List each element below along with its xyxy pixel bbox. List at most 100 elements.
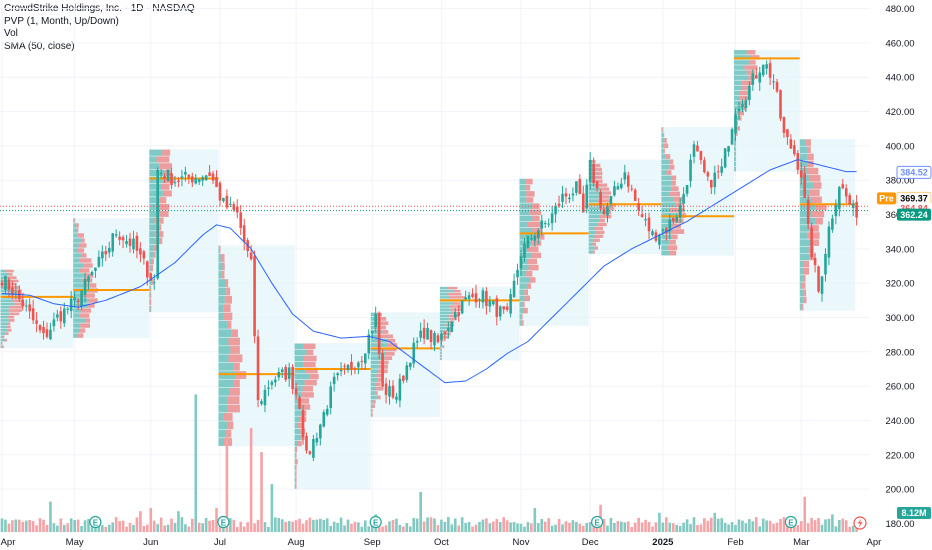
candle <box>208 165 211 177</box>
profile-down-row <box>734 141 737 146</box>
volume-bar <box>114 517 118 532</box>
volume-bar <box>132 524 135 532</box>
volume-bar <box>516 523 519 532</box>
candle-body <box>80 290 83 307</box>
volume-bar <box>388 521 391 532</box>
time-tick-label: Dec <box>582 537 599 548</box>
profile-up-row <box>799 282 802 289</box>
candle <box>450 320 454 333</box>
candle-body <box>827 226 831 258</box>
candle <box>218 181 222 207</box>
profile-down-row <box>295 483 297 489</box>
volume-bar <box>367 526 371 532</box>
profile-down-row <box>441 351 442 354</box>
profile-down-row <box>594 246 598 250</box>
profile-up-row <box>149 217 155 224</box>
volume-bar <box>83 520 87 532</box>
candle <box>519 250 523 276</box>
profile-down-row <box>450 311 457 314</box>
profile-up-row <box>519 301 523 308</box>
volume-bar <box>242 526 246 532</box>
candle-body <box>464 297 467 300</box>
volume-bar <box>803 496 807 532</box>
candle <box>460 300 464 315</box>
candle <box>575 181 578 196</box>
volume-bar <box>775 522 779 532</box>
profile-down-row <box>233 362 240 371</box>
volume-bar <box>813 520 817 532</box>
profile-up-row <box>519 221 528 228</box>
profile-up-row <box>370 325 378 330</box>
candle-body <box>412 342 416 364</box>
profile-up-row <box>370 364 379 369</box>
profile-down-row <box>2 345 4 349</box>
profile-up-row <box>73 323 81 328</box>
indicator-sma-label[interactable]: SMA (50, close) <box>4 40 75 52</box>
premarket-tag-badge: Pre <box>877 192 896 205</box>
candle-body <box>215 177 218 188</box>
profile-up-row <box>149 292 151 299</box>
profile-up-row <box>0 289 13 293</box>
candle <box>471 288 474 299</box>
volume-bar <box>229 518 232 532</box>
profile-up-row <box>588 195 600 199</box>
profile-down-row <box>228 337 240 346</box>
profile-up-row <box>439 342 442 345</box>
candle-body <box>813 257 817 266</box>
profile-down-row <box>5 269 14 273</box>
profile-up-row <box>294 459 296 465</box>
volume-bar <box>42 519 45 532</box>
indicator-pvp-label[interactable]: PVP (1, Month, Up/Down) <box>4 15 119 27</box>
profile-down-row <box>303 355 317 362</box>
profile-up-row <box>73 263 84 268</box>
candle-body <box>132 238 135 250</box>
candle-body <box>526 236 530 248</box>
profile-down-row <box>531 240 542 246</box>
candle-body <box>121 237 125 241</box>
candle <box>367 329 371 360</box>
profile-up-row <box>73 243 79 248</box>
price-axis[interactable]: 480.00460.00440.00420.00400.00380.00360.… <box>870 0 932 532</box>
candle <box>813 252 817 273</box>
volume-bar <box>325 518 329 532</box>
candle <box>232 201 236 213</box>
candle-body <box>280 369 284 372</box>
indicator-vol-label[interactable]: Vol <box>4 28 18 39</box>
candle <box>609 195 613 208</box>
candle <box>727 145 730 157</box>
profile-up-row <box>661 159 670 165</box>
candle-body <box>315 437 319 443</box>
candle-body <box>706 172 710 177</box>
volume-bar <box>121 520 125 532</box>
candle <box>474 284 478 308</box>
candle-body <box>287 367 291 379</box>
profile-down-row <box>673 197 683 202</box>
profile-down-row <box>303 343 316 350</box>
profile-up-row <box>799 296 804 304</box>
candle <box>346 364 350 373</box>
candle <box>844 184 848 203</box>
candle-body <box>530 238 533 240</box>
profile-down-row <box>669 239 676 245</box>
profile-up-row <box>73 308 81 313</box>
profile-up-row <box>439 348 441 351</box>
volume-bar <box>779 518 782 532</box>
candle <box>197 178 201 185</box>
candle <box>523 237 526 263</box>
volume-bar <box>720 518 723 532</box>
candle <box>665 227 668 241</box>
profile-down-row <box>387 343 398 347</box>
profile-up-row <box>73 278 83 283</box>
candle-body <box>405 365 409 380</box>
volume-bar <box>820 524 824 532</box>
candle-body <box>658 234 661 245</box>
volume-bar <box>104 526 108 532</box>
profile-down-row <box>442 345 445 348</box>
time-axis[interactable]: Apr May Jun Jul Aug Sep Oct Nov Dec 2025 Feb Mar Apr <box>0 532 881 550</box>
candle-body <box>710 179 713 188</box>
profile-up-row <box>439 311 451 314</box>
candle <box>754 67 758 79</box>
candle <box>204 174 208 181</box>
